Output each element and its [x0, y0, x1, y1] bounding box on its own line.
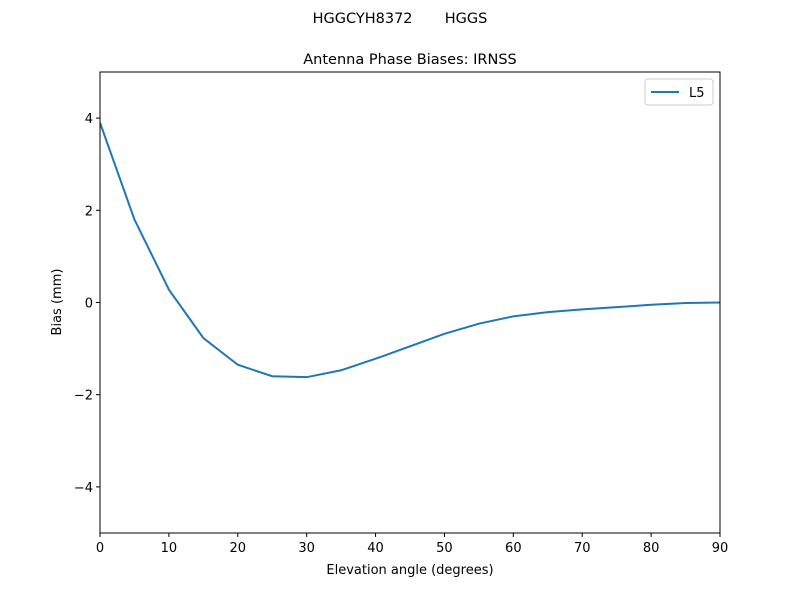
x-tick-label: 20 [230, 541, 247, 556]
x-tick-label: 90 [712, 541, 729, 556]
y-tick-label: 4 [85, 112, 93, 127]
x-tick-label: 30 [298, 541, 315, 556]
y-tick-label: −4 [74, 481, 93, 496]
suptitle: HGGCYH8372 HGGS [313, 11, 488, 27]
x-tick-label: 70 [574, 541, 591, 556]
y-tick-label: 0 [85, 297, 93, 312]
x-tick-label: 40 [367, 541, 384, 556]
y-tick-label: 2 [85, 204, 93, 219]
x-axis-label: Elevation angle (degrees) [326, 563, 493, 578]
x-tick-label: 10 [161, 541, 178, 556]
y-axis-label: Bias (mm) [50, 269, 65, 336]
x-tick-label: 50 [436, 541, 453, 556]
legend-label: L5 [689, 86, 705, 101]
x-tick-label: 80 [643, 541, 660, 556]
chart-title: Antenna Phase Biases: IRNSS [303, 52, 517, 68]
x-tick-label: 60 [505, 541, 522, 556]
x-tick-label: 0 [96, 541, 104, 556]
line [100, 122, 720, 379]
y-tick-label: −2 [74, 389, 93, 404]
plot-frame [99, 71, 721, 534]
